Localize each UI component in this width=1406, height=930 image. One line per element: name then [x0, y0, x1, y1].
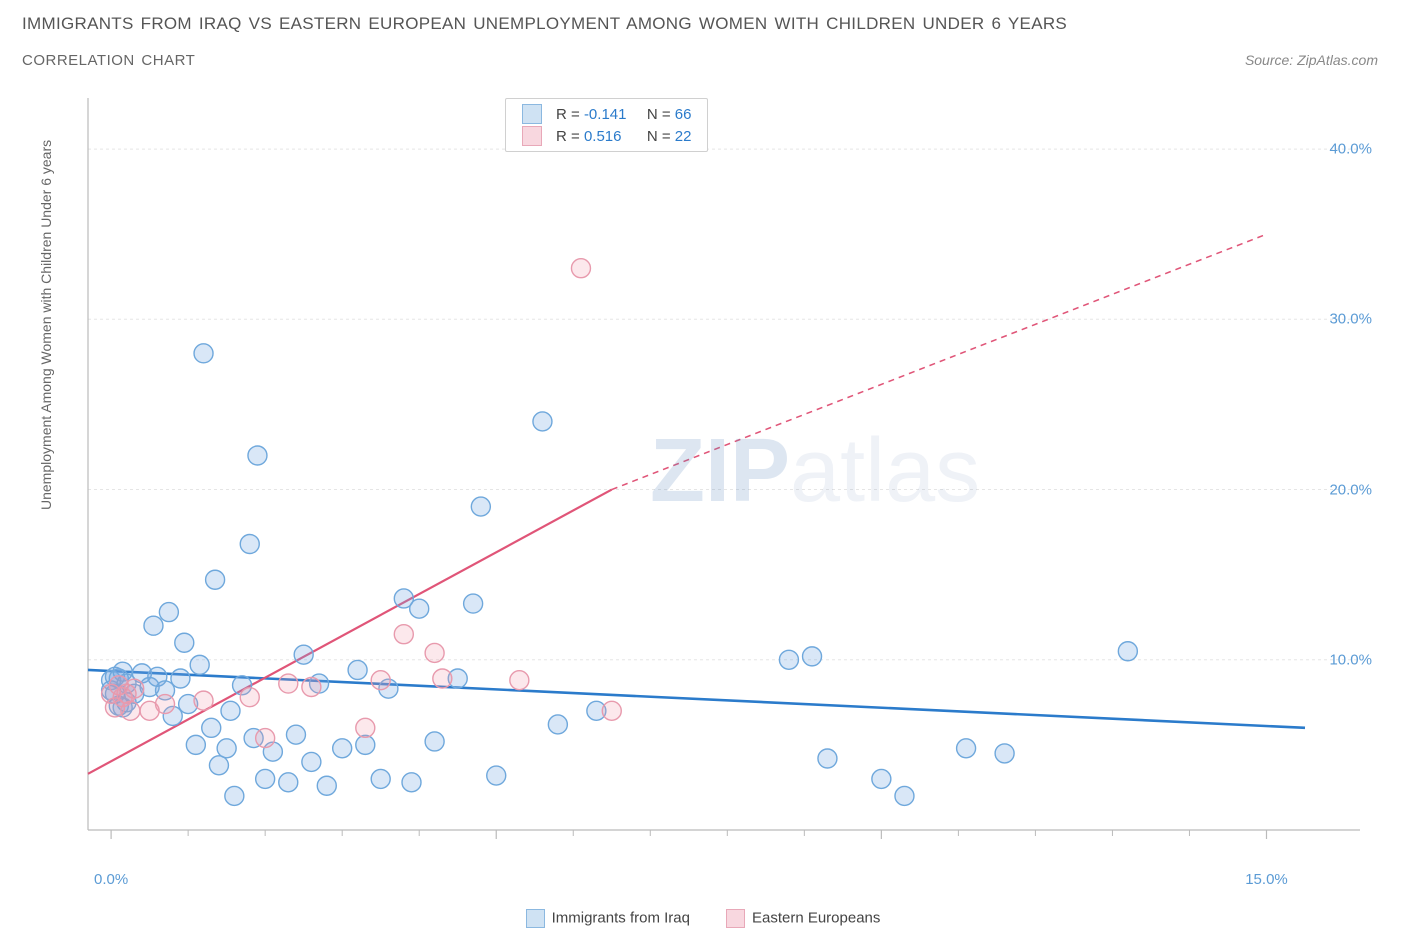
- plot-area: ZIPatlas R = -0.141 N = 66R = 0.516 N = …: [80, 90, 1370, 860]
- legend-label: Eastern Europeans: [752, 909, 880, 926]
- y-tick-label: 20.0%: [1329, 481, 1372, 498]
- correlation-chart: Unemployment Among Women with Children U…: [60, 90, 1370, 860]
- stats-legend: R = -0.141 N = 66R = 0.516 N = 22: [505, 98, 708, 152]
- r-value: 0.516: [584, 128, 622, 145]
- legend-swatch: [522, 126, 542, 146]
- y-tick-label: 30.0%: [1329, 311, 1372, 328]
- legend-item: Immigrants from Iraq: [526, 909, 690, 928]
- r-value: -0.141: [584, 106, 627, 123]
- series-legend: Immigrants from Iraq Eastern Europeans: [0, 909, 1406, 928]
- page-title: IMMIGRANTS FROM IRAQ VS EASTERN EUROPEAN…: [22, 14, 1406, 34]
- scatter-svg: [80, 90, 1370, 860]
- legend-swatch: [526, 909, 545, 928]
- y-tick-label: 40.0%: [1329, 141, 1372, 158]
- legend-swatch: [522, 104, 542, 124]
- y-axis-label: Unemployment Among Women with Children U…: [38, 140, 54, 510]
- y-tick-label: 10.0%: [1329, 651, 1372, 668]
- page-subtitle: CORRELATION CHART: [22, 52, 195, 69]
- legend-swatch: [726, 909, 745, 928]
- source-attribution: Source: ZipAtlas.com: [1245, 52, 1378, 68]
- n-value: 22: [675, 128, 692, 145]
- legend-label: Immigrants from Iraq: [552, 909, 690, 926]
- x-tick-label: 0.0%: [94, 871, 128, 888]
- n-value: 66: [675, 106, 692, 123]
- legend-item: Eastern Europeans: [726, 909, 880, 928]
- x-tick-label: 15.0%: [1245, 871, 1288, 888]
